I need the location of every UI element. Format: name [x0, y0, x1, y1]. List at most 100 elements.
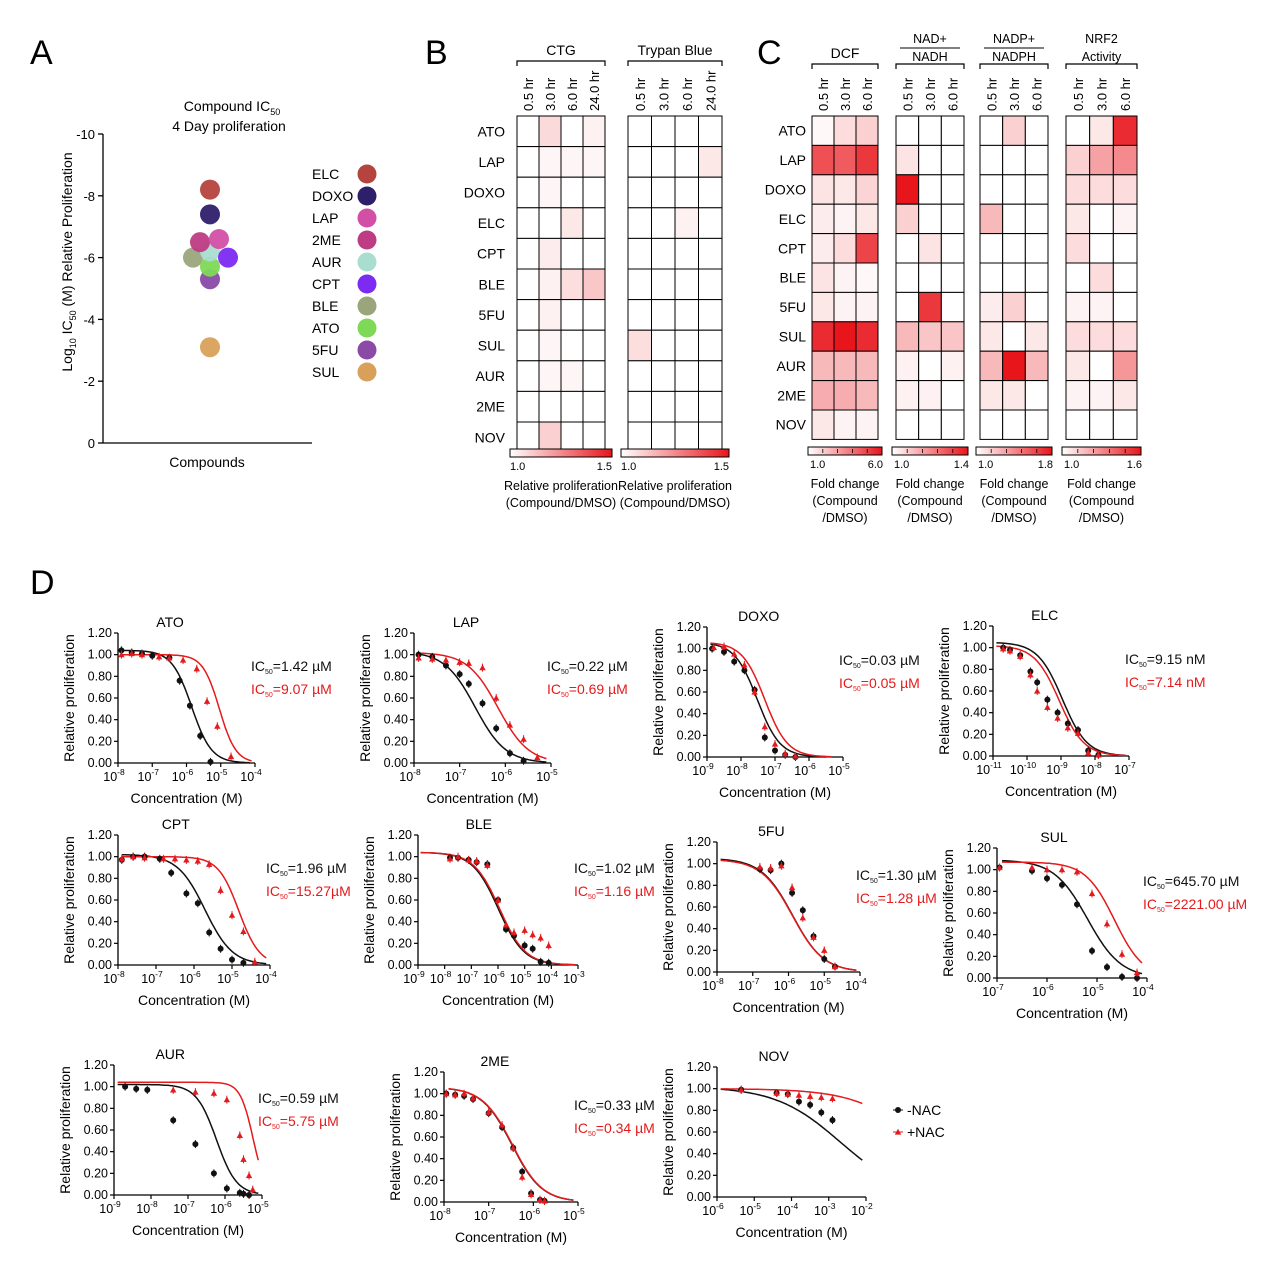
ic-value: =0.33 µM [596, 1097, 655, 1113]
fit-curve-plus-nac [117, 1081, 260, 1161]
heat-cell [1089, 321, 1114, 352]
heat-cell [698, 176, 723, 209]
heat-cell [918, 174, 942, 205]
data-point-minus-nac [795, 1098, 802, 1105]
x-tick-base: 10 [774, 979, 788, 993]
heat-cell [1089, 262, 1114, 293]
x-tick-label: 10-8 [430, 969, 452, 986]
row-label: ELC [478, 215, 505, 231]
data-point-minus-nac [1044, 875, 1050, 882]
x-tick-label: 10-6 [210, 1199, 232, 1216]
data-point-minus-nac [442, 662, 449, 669]
heat-cell [811, 380, 835, 411]
heat-cell [940, 380, 965, 411]
caption: Fold change [1067, 477, 1136, 491]
heat-cell [811, 262, 835, 293]
timepoint-label: 24.0 hr [587, 70, 602, 111]
y-tick-label: 1.20 [414, 1065, 438, 1079]
x-tick-label: 10-8 [726, 761, 748, 778]
y-tick-label: 0.60 [967, 906, 991, 920]
ic-sub: 50 [853, 686, 861, 693]
heat-cell [918, 291, 942, 323]
x-tick-exponent: -6 [716, 1201, 724, 1211]
heat-cell [538, 146, 562, 178]
ic-value: =1.96 µM [288, 860, 347, 876]
heat-cell [833, 262, 857, 293]
x-tick-exponent: -3 [828, 1201, 836, 1211]
panel-a-ylabel-sub2: 50 [68, 310, 78, 320]
data-point-plus-nac [788, 884, 796, 891]
plot-title: ELC [1031, 607, 1058, 623]
panel-a-ylabel-mid: IC [59, 320, 75, 338]
ic-sub: 50 [272, 1101, 280, 1108]
heat-cell [833, 350, 857, 382]
x-tick-base: 10 [1114, 763, 1128, 777]
x-axis-label: Concentration (M) [426, 790, 538, 806]
y-tick-label: 0.20 [388, 936, 412, 950]
heat-cell [895, 203, 920, 235]
x-tick-base: 10 [982, 985, 996, 999]
ic-prefix: IC [856, 890, 870, 906]
x-axis-label: Concentration (M) [138, 992, 250, 1008]
ic50-minus-nac: IC50=1.42 µM [251, 658, 332, 676]
y-tick-label: -2 [83, 374, 95, 389]
colorbar-min: 1.0 [978, 459, 993, 471]
heat-cell [855, 233, 879, 264]
data-point-minus-nac [721, 648, 727, 655]
y-tick-label: 0.00 [88, 958, 112, 972]
data-point-plus-nac [484, 862, 491, 868]
data-point-plus-nac [171, 855, 179, 862]
legend-marker-sul [357, 362, 377, 382]
y-tick-label: 0.80 [88, 669, 112, 683]
x-tick-exponent: -8 [443, 1206, 451, 1216]
panel-a-ylabel-post: (M) Relative Proliferation [59, 152, 75, 310]
heat-cell [560, 115, 584, 148]
plot-title: SUL [1040, 829, 1067, 845]
data-point-minus-nac [829, 1117, 836, 1124]
y-tick-label: 0.20 [414, 1173, 438, 1187]
x-tick-label: 10-7 [173, 1199, 195, 1216]
heat-cell [1089, 350, 1114, 382]
ic-sub: 50 [280, 871, 288, 878]
timepoint-label: 6.0 hr [1118, 77, 1133, 111]
x-tick-exponent: -6 [505, 767, 513, 777]
data-point-minus-nac [1134, 975, 1140, 981]
data-point-plus-nac [1028, 864, 1036, 871]
heat-cell [811, 174, 835, 205]
data-point-minus-nac [537, 958, 544, 965]
caption: /DMSO) [991, 511, 1036, 525]
data-point-plus-nac [194, 857, 201, 864]
heat-cell [627, 360, 652, 392]
data-point-plus-nac [138, 651, 146, 658]
x-tick-label: 10-5 [536, 767, 558, 784]
point-ble [183, 247, 203, 268]
data-point-plus-nac [773, 1089, 780, 1096]
data-point-minus-nac [731, 658, 738, 665]
heat-cell [895, 262, 920, 293]
x-tick-exponent: -5 [220, 767, 228, 777]
y-tick-label: 0.80 [687, 1103, 711, 1117]
panel-c-label: C [757, 34, 782, 72]
fit-curve-minus-nac [720, 1088, 863, 1161]
x-axis-label: Concentration (M) [1005, 783, 1117, 799]
x-tick-label: 10-6 [1032, 982, 1054, 999]
caption: (Compound [981, 494, 1046, 508]
timepoint-label: 0.5 hr [900, 77, 915, 111]
y-tick-label: 0.40 [687, 922, 711, 936]
ic50-minus-nac: IC50=645.70 µM [1143, 873, 1239, 891]
x-tick-label: 10-4 [240, 767, 262, 784]
heat-cell [1065, 409, 1091, 440]
heat-cell [1065, 233, 1091, 264]
y-tick-label: 0.20 [687, 1168, 711, 1182]
x-tick-base: 10 [173, 1202, 187, 1216]
heat-cell [1002, 321, 1026, 352]
y-tick-label: 1.00 [84, 1080, 108, 1094]
heat-cell [651, 329, 676, 362]
heat-cell [538, 237, 562, 270]
heat-cell [674, 329, 699, 362]
heat-cell [940, 321, 965, 352]
colorbar [509, 448, 613, 458]
fit-curve-plus-nac [121, 855, 267, 959]
data-point-plus-nac [1058, 866, 1066, 873]
